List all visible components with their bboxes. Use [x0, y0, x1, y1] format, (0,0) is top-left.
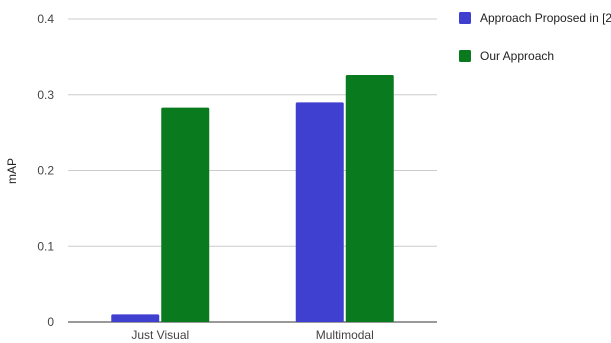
bars — [111, 75, 394, 322]
legend-label: Approach Proposed in [2] — [480, 11, 611, 25]
legend-swatch — [459, 50, 471, 62]
bar — [346, 75, 394, 322]
bar — [161, 108, 209, 322]
x-tick-label: Multimodal — [316, 328, 374, 342]
y-tick-label: 0.1 — [37, 239, 54, 253]
legend: Approach Proposed in [2] Our Approach — [459, 11, 611, 63]
y-tick-label: 0.3 — [37, 88, 54, 102]
bar — [296, 102, 344, 322]
y-axis-title: mAP — [5, 158, 19, 184]
legend-label: Our Approach — [480, 49, 554, 63]
x-tick-label: Just Visual — [131, 328, 189, 342]
y-tick-label: 0 — [47, 315, 54, 329]
bar — [111, 314, 159, 322]
y-tick-label: 0.4 — [37, 12, 54, 26]
legend-swatch — [459, 12, 471, 24]
y-tick-label: 0.2 — [37, 164, 54, 178]
